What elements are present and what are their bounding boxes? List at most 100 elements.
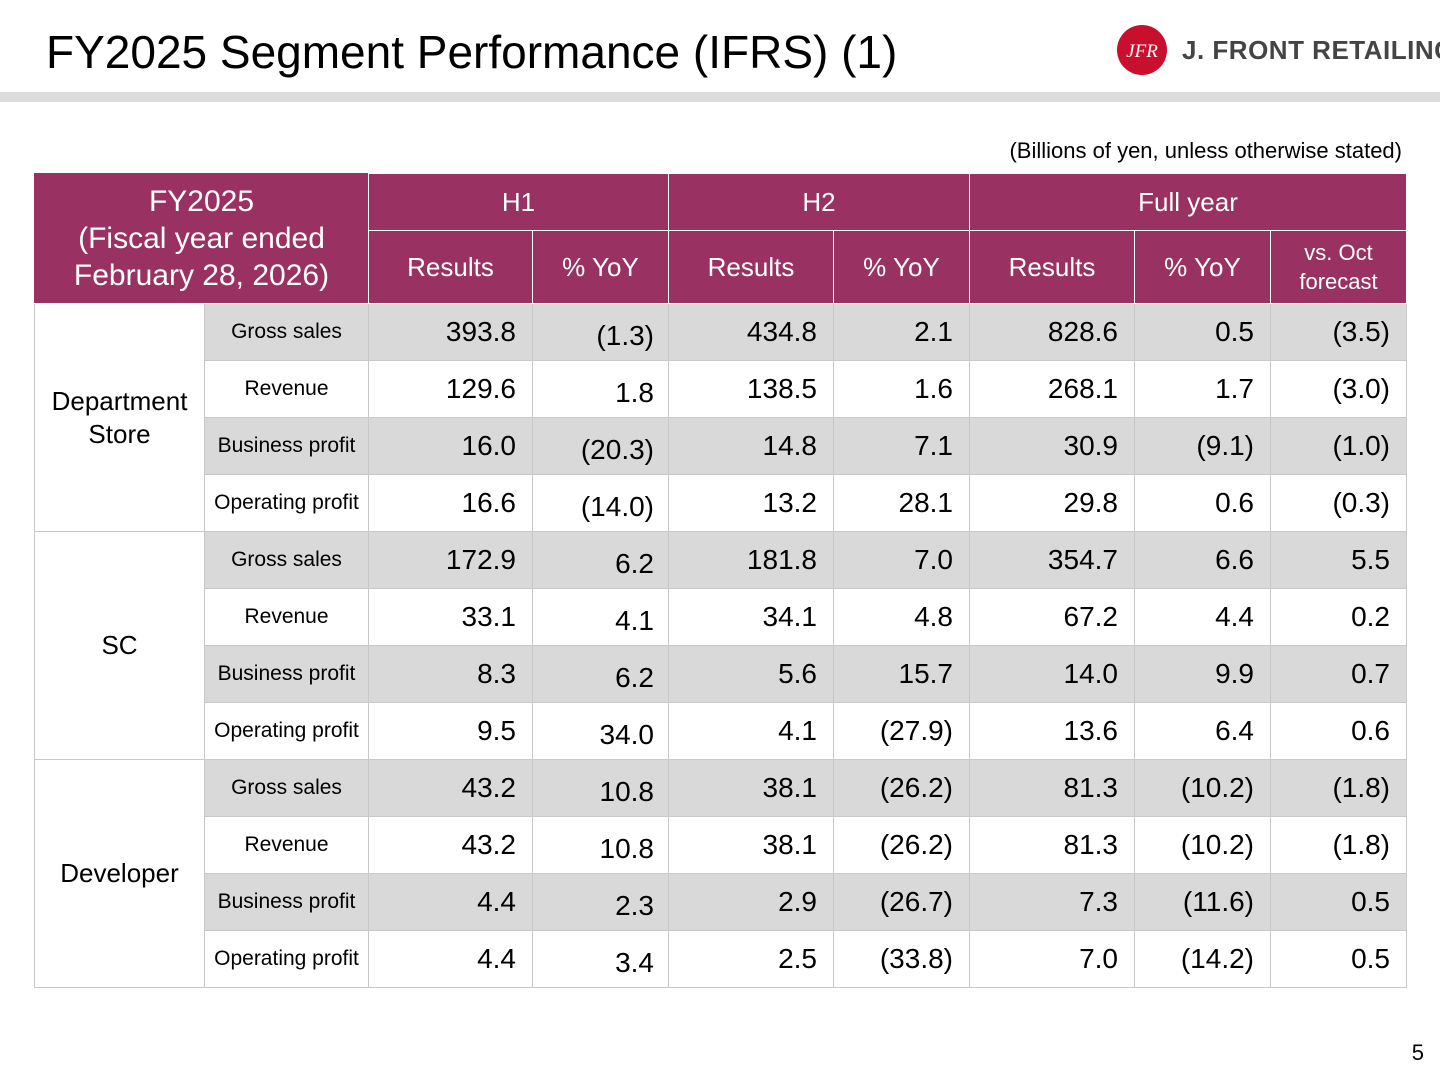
cell-value: 16.0	[461, 430, 517, 461]
cell-fy-results: 7.3	[969, 873, 1135, 931]
cell-h1-results: 393.8	[368, 303, 533, 361]
cell-fy-yoy: 6.6	[1134, 531, 1271, 589]
cell-value: (26.7)	[879, 886, 953, 917]
cell-value: (11.6)	[1182, 886, 1254, 917]
cell-value: 1.8	[615, 377, 654, 408]
cell-h2-results: 4.1	[668, 702, 834, 760]
cell-h1-results: 33.1	[368, 588, 533, 646]
subheader-fy-yoy: % YoY	[1134, 230, 1271, 304]
cell-h2-results: 34.1	[668, 588, 834, 646]
cell-value: 268.1	[1047, 373, 1118, 404]
cell-value: 0.6	[1351, 715, 1391, 746]
cell-value: (3.0)	[1332, 373, 1391, 404]
subheader-h1-results: Results	[368, 230, 533, 304]
table-row: Developer Gross sales 43.2 10.8 38.1 (26.2) 81…	[34, 759, 1408, 988]
cell-value: (1.3)	[596, 320, 654, 351]
cell-value: 0.7	[1351, 658, 1391, 689]
cell-h1-results: 172.9	[368, 531, 533, 589]
row-item-label: Business profit	[204, 645, 369, 703]
cell-h2-results: 14.8	[668, 417, 834, 475]
row-item-label: Revenue	[204, 360, 369, 418]
cell-value: 172.9	[445, 544, 516, 575]
segment-name-line: Store	[88, 418, 151, 449]
cell-h2-results: 38.1	[668, 759, 834, 817]
cell-value: (26.2)	[879, 829, 953, 860]
cell-fy-vs-oct: (0.3)	[1269, 474, 1408, 532]
cell-fy-vs-oct: 0.6	[1269, 702, 1408, 760]
group-header-h1: H1	[368, 173, 669, 231]
corner-line-2: (Fiscal year ended	[78, 222, 325, 255]
corner-line-3: February 28, 2026)	[73, 259, 330, 292]
cell-value: 7.3	[1079, 886, 1118, 917]
table-row: Operating profit 9.5 34.0 4.1 (27.9) 13.6 6.4 0…	[35, 702, 1408, 760]
table-row: Revenue 129.6 1.8 138.5 1.6 268.1 1.7 (3.0)	[35, 360, 1408, 418]
cell-value: 7.0	[914, 544, 953, 575]
cell-h2-yoy: 1.6	[833, 360, 970, 418]
cell-value: 4.4	[477, 886, 516, 917]
table-row: Business profit 4.4 2.3 2.9 (26.7) 7.3 (11.6) 0…	[35, 873, 1408, 931]
cell-value: 9.9	[1215, 658, 1254, 689]
cell-value: (1.8)	[1332, 772, 1391, 803]
group-header-h2: H2	[668, 173, 970, 231]
cell-value: 4.1	[615, 605, 654, 636]
cell-h2-results: 434.8	[668, 303, 834, 361]
cell-value: 181.8	[746, 544, 817, 575]
cell-fy-results: 7.0	[969, 930, 1135, 988]
cell-value: 8.3	[477, 658, 516, 689]
cell-value: (33.8)	[879, 943, 953, 974]
subheader-h2-yoy: % YoY	[833, 230, 970, 304]
cell-fy-yoy: 0.5	[1134, 303, 1271, 361]
cell-value: 0.6	[1215, 487, 1254, 518]
cell-value: 16.6	[461, 487, 517, 518]
cell-value: 2.5	[778, 943, 817, 974]
table-row: Revenue 33.1 4.1 34.1 4.8 67.2 4.4 0.2	[35, 588, 1408, 646]
cell-value: 7.1	[914, 430, 953, 461]
cell-value: 828.6	[1047, 316, 1118, 347]
cell-h2-yoy: 7.1	[833, 417, 970, 475]
cell-value: (27.9)	[879, 715, 953, 746]
row-item-label: Operating profit	[204, 702, 369, 760]
row-item-label: Gross sales	[204, 303, 369, 361]
cell-value: (1.0)	[1332, 430, 1391, 461]
cell-fy-vs-oct: 0.7	[1269, 645, 1408, 703]
cell-fy-results: 13.6	[969, 702, 1135, 760]
cell-value: (14.0)	[580, 491, 654, 522]
cell-value: 15.7	[898, 658, 954, 689]
cell-h1-yoy: 2.3	[532, 873, 669, 931]
cell-h1-yoy: 3.4	[532, 930, 669, 988]
cell-fy-results: 81.3	[969, 759, 1135, 817]
cell-value: 4.1	[778, 715, 817, 746]
cell-value: 2.9	[778, 886, 817, 917]
cell-value: 13.6	[1063, 715, 1119, 746]
cell-h1-results: 129.6	[368, 360, 533, 418]
cell-value: 2.3	[615, 890, 654, 921]
cell-fy-yoy: 6.4	[1134, 702, 1271, 760]
cell-h1-results: 43.2	[368, 759, 533, 817]
cell-value: 4.4	[477, 943, 516, 974]
jfr-logo-icon: JFR	[1117, 25, 1167, 75]
cell-value: 81.3	[1063, 772, 1119, 803]
cell-value: 0.5	[1351, 886, 1391, 917]
cell-h1-yoy: 4.1	[532, 588, 669, 646]
cell-fy-vs-oct: 0.5	[1269, 930, 1408, 988]
subheader-h1-yoy: % YoY	[532, 230, 669, 304]
cell-h2-yoy: 2.1	[833, 303, 970, 361]
cell-value: 129.6	[445, 373, 516, 404]
cell-value: 43.2	[461, 772, 517, 803]
cell-fy-vs-oct: (3.5)	[1269, 303, 1408, 361]
cell-value: (3.5)	[1332, 316, 1391, 347]
cell-h1-results: 9.5	[368, 702, 533, 760]
cell-h1-yoy: 1.8	[532, 360, 669, 418]
cell-fy-results: 828.6	[969, 303, 1135, 361]
cell-fy-vs-oct: (1.0)	[1269, 417, 1408, 475]
cell-h2-results: 13.2	[668, 474, 834, 532]
cell-fy-results: 268.1	[969, 360, 1135, 418]
cell-value: 10.8	[599, 776, 655, 807]
subheader-vs-oct: vs. Oct	[1304, 240, 1373, 265]
cell-value: (14.2)	[1180, 943, 1254, 974]
company-logo: JFR J. FRONT RETAILING	[1116, 24, 1440, 76]
cell-h1-yoy: 6.2	[532, 531, 669, 589]
cell-h1-yoy: (20.3)	[532, 417, 669, 475]
cell-h1-yoy: 10.8	[532, 759, 669, 817]
cell-value: 81.3	[1063, 829, 1119, 860]
